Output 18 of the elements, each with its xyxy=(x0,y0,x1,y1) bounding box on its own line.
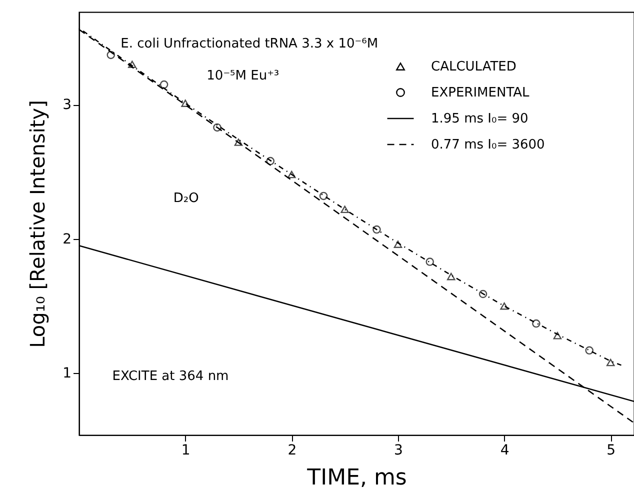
y-tick-label: 3 xyxy=(62,97,72,114)
annotation: EXCITE at 364 nm xyxy=(112,368,229,384)
legend-label: EXPERIMENTAL xyxy=(431,86,530,100)
x-tick-label: 1 xyxy=(181,442,190,458)
y-axis-title: Log₁₀ [Relative Intensity] xyxy=(26,100,50,348)
x-tick-label: 4 xyxy=(500,442,510,458)
annotation: E. coli Unfractionated tRNA 3.3 x 10⁻⁶M xyxy=(120,36,378,52)
annotation: 10⁻⁵M Eu⁺³ xyxy=(206,68,280,84)
x-tick-label: 3 xyxy=(394,442,403,458)
x-axis-title: TIME, ms xyxy=(306,466,407,490)
legend-label: 1.95 ms I₀= 90 xyxy=(431,112,528,126)
legend-label: 0.77 ms I₀= 3600 xyxy=(431,138,545,152)
y-tick-label: 1 xyxy=(62,366,72,382)
legend-label: CALCULATED xyxy=(431,60,516,74)
y-tick-label: 2 xyxy=(62,231,72,248)
x-tick-label: 2 xyxy=(288,442,297,458)
annotation: D₂O xyxy=(173,191,199,206)
x-tick-label: 5 xyxy=(606,442,616,458)
